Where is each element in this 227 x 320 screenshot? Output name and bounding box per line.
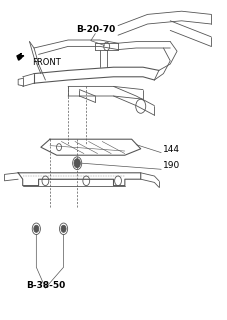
Text: FRONT: FRONT	[32, 58, 61, 67]
Text: B-20-70: B-20-70	[76, 25, 115, 34]
Polygon shape	[17, 53, 24, 60]
Circle shape	[61, 225, 66, 232]
Circle shape	[34, 225, 39, 232]
Text: 190: 190	[163, 161, 181, 170]
Text: 144: 144	[163, 145, 180, 154]
Text: B-38-50: B-38-50	[26, 281, 65, 290]
Circle shape	[74, 159, 80, 168]
